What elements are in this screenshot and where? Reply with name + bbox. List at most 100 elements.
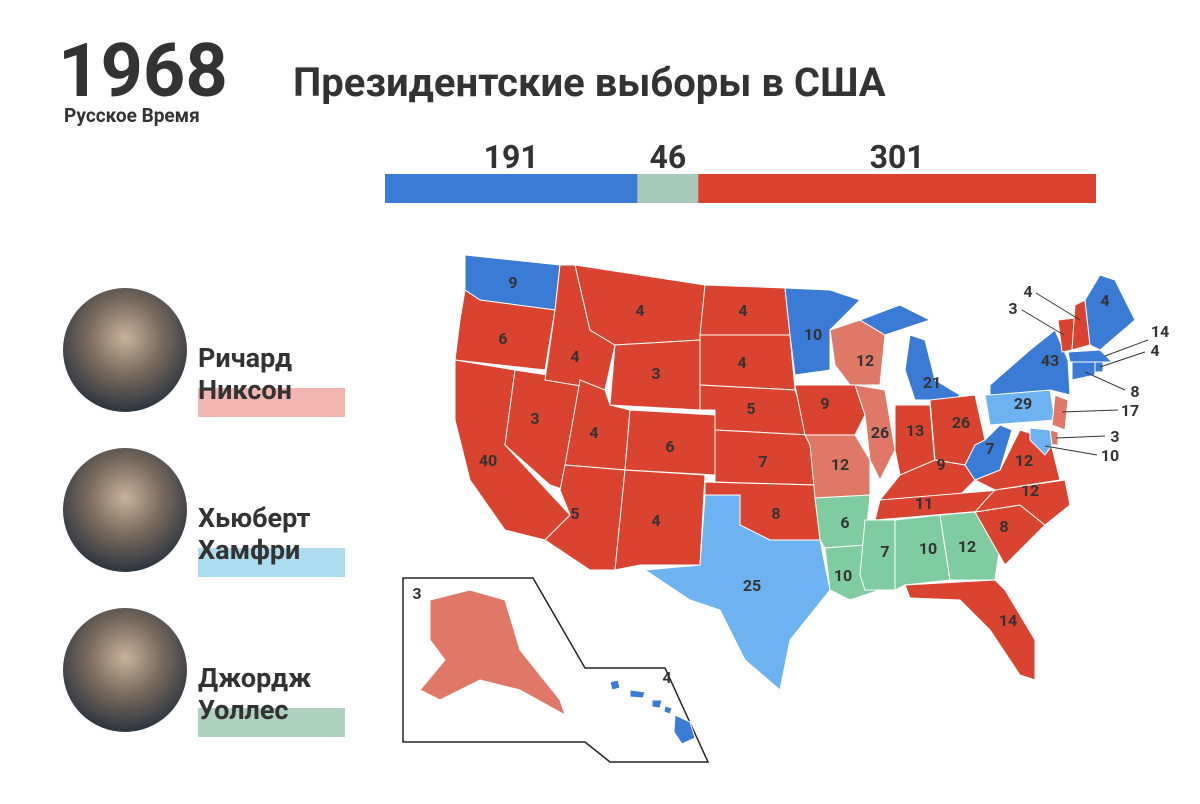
state <box>663 705 673 715</box>
state <box>854 384 896 482</box>
candidate-photo <box>63 448 187 572</box>
state-electoral-votes: 26 <box>952 413 970 432</box>
state-electoral-votes: 14 <box>999 611 1017 630</box>
bar-value: 46 <box>649 138 686 176</box>
state-electoral-votes: 4 <box>635 301 644 320</box>
state <box>454 289 556 371</box>
state-electoral-votes: 4 <box>570 347 579 366</box>
state <box>1051 394 1069 431</box>
leader-line <box>1055 435 1106 439</box>
state <box>894 514 951 591</box>
state-electoral-votes: 10 <box>1101 446 1119 465</box>
leader-line <box>1035 292 1081 321</box>
state-electoral-votes: 3 <box>530 409 539 428</box>
state-electoral-votes: 25 <box>743 576 761 595</box>
state-electoral-votes: 4 <box>738 301 747 320</box>
state <box>673 714 696 745</box>
state-electoral-votes: 8 <box>1130 382 1139 401</box>
year: 1968 <box>58 28 228 115</box>
state-electoral-votes: 9 <box>820 394 829 413</box>
candidate-color <box>198 708 345 737</box>
state <box>614 469 706 571</box>
state-electoral-votes: 21 <box>923 373 941 392</box>
state-electoral-votes: 5 <box>746 399 755 418</box>
candidate-color <box>198 548 345 577</box>
state-electoral-votes: 6 <box>665 437 674 456</box>
state <box>989 329 1071 396</box>
candidate-first-name: Ричард <box>198 342 292 374</box>
leader-line <box>1061 409 1119 413</box>
leader-line <box>1104 339 1149 357</box>
state-electoral-votes: 4 <box>1150 341 1159 360</box>
state-electoral-votes: 4 <box>662 668 671 687</box>
state <box>1071 361 1096 381</box>
candidate-last-name: Никсон <box>198 374 292 406</box>
state <box>1029 427 1053 456</box>
state <box>643 494 831 691</box>
state <box>964 424 1013 481</box>
state-electoral-votes: 5 <box>570 504 579 523</box>
state <box>699 334 796 391</box>
inset-frame <box>402 577 710 763</box>
state-electoral-votes: 4 <box>651 511 660 530</box>
state-electoral-votes: 4 <box>1100 291 1109 310</box>
bar-value: 191 <box>484 138 539 176</box>
state <box>609 679 621 691</box>
state-electoral-votes: 29 <box>1014 394 1032 413</box>
source: Русское Время <box>64 104 200 127</box>
bar-segment <box>637 174 699 203</box>
state <box>419 589 566 717</box>
state-electoral-votes: 12 <box>856 351 874 370</box>
state-electoral-votes: 40 <box>479 451 497 470</box>
state-electoral-votes: 6 <box>498 329 507 348</box>
state-electoral-votes: 6 <box>840 513 849 532</box>
candidate-first-name: Хьюберт <box>198 502 311 534</box>
leader-line <box>1084 371 1126 391</box>
state <box>794 384 866 436</box>
state-electoral-votes: 8 <box>999 517 1008 536</box>
state-electoral-votes: 4 <box>737 353 746 372</box>
state <box>651 699 663 709</box>
state <box>1094 361 1104 373</box>
state-electoral-votes: 3 <box>651 364 660 383</box>
state <box>858 304 932 336</box>
bar-segment <box>385 174 638 203</box>
state-electoral-votes: 4 <box>1023 282 1032 301</box>
leader-line <box>1044 445 1098 456</box>
state-electoral-votes: 43 <box>1041 351 1059 370</box>
state-electoral-votes: 12 <box>958 537 976 556</box>
candidate-last-name: Уоллес <box>198 694 288 726</box>
candidate-first-name: Джордж <box>198 662 311 694</box>
state-electoral-votes: 12 <box>1021 481 1039 500</box>
state-electoral-votes: 9 <box>508 273 517 292</box>
state <box>784 287 861 376</box>
state-electoral-votes: 3 <box>412 584 421 603</box>
state <box>1067 349 1114 363</box>
electoral-bar: 191 46 301 <box>385 138 1096 203</box>
leader-line <box>1021 309 1065 336</box>
state-electoral-votes: 13 <box>906 421 924 440</box>
leader-line <box>1099 351 1146 368</box>
state-electoral-votes: 17 <box>1121 401 1139 420</box>
candidate-last-name: Хамфри <box>198 534 300 566</box>
state-electoral-votes: 3 <box>1110 427 1119 446</box>
state-electoral-votes: 3 <box>1008 299 1017 318</box>
bar-value: 301 <box>870 138 925 176</box>
state <box>904 579 1036 681</box>
state-electoral-votes: 10 <box>834 566 852 585</box>
title: Президентские выборы в США <box>293 59 886 106</box>
state <box>973 479 1071 526</box>
state-electoral-votes: 10 <box>919 539 937 558</box>
state-electoral-votes: 8 <box>771 504 780 523</box>
candidate-photo <box>63 608 187 732</box>
state <box>1084 274 1136 351</box>
state-electoral-votes: 11 <box>915 494 933 513</box>
state-electoral-votes: 12 <box>831 455 849 474</box>
state-electoral-votes: 10 <box>804 325 822 344</box>
state <box>859 519 896 591</box>
state-electoral-votes: 7 <box>985 439 994 458</box>
state-electoral-votes: 7 <box>758 452 767 471</box>
